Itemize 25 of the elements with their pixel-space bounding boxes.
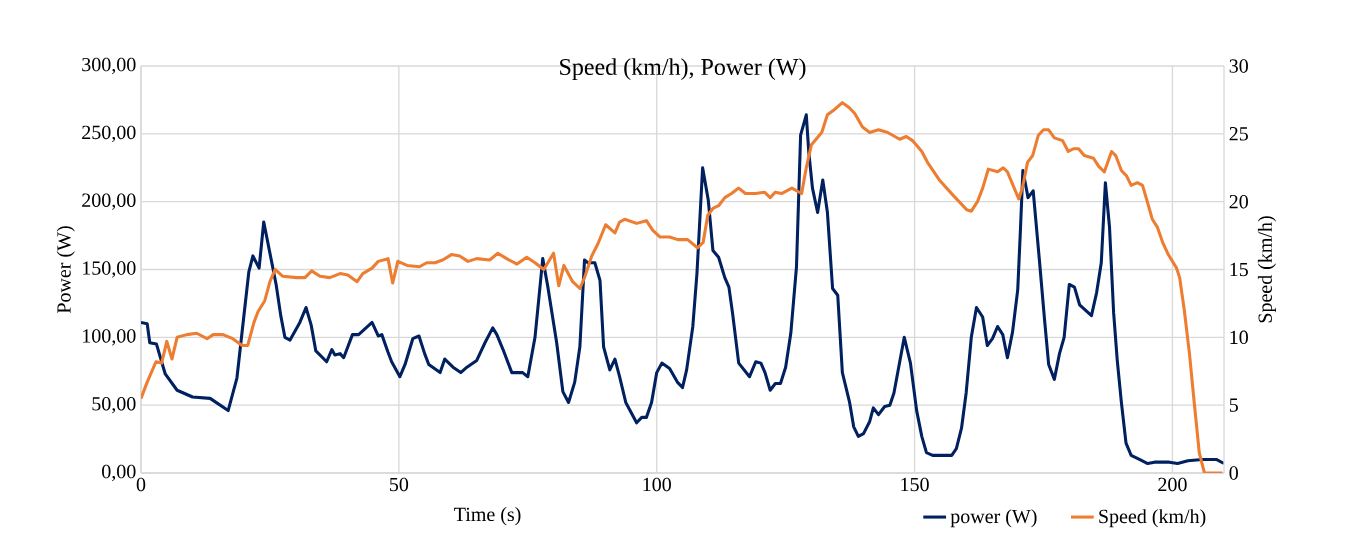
legend-label: Speed (km/h) bbox=[1099, 509, 1206, 528]
y2-tick-label: 10 bbox=[1230, 330, 1248, 345]
x-axis-title: Time (s) bbox=[454, 507, 521, 526]
y2-tick-label: 5 bbox=[1229, 398, 1238, 412]
x-tick-label: 50 bbox=[390, 477, 409, 492]
x-tick-label: 100 bbox=[643, 477, 671, 492]
y-tick-label: 100,00 bbox=[83, 329, 136, 346]
x-tick-label: 0 bbox=[136, 477, 146, 492]
y2-tick-label: 0 bbox=[1229, 466, 1238, 480]
y-tick-label: 250,00 bbox=[82, 125, 136, 143]
legend-label: power (W) bbox=[950, 509, 1037, 528]
y2-tick-label: 20 bbox=[1229, 194, 1248, 209]
x-tick-label: 150 bbox=[901, 477, 929, 492]
y-tick-label: 150,00 bbox=[83, 261, 136, 278]
y-tick-label: 200,00 bbox=[82, 193, 136, 210]
y-tick-label: 0,00 bbox=[102, 464, 136, 482]
x-tick-label: 200 bbox=[1158, 477, 1187, 492]
y2-axis-title: Speed (km/h) bbox=[1257, 216, 1277, 323]
y-axis-title: Power (W) bbox=[56, 226, 75, 314]
y2-tick-label: 25 bbox=[1229, 127, 1248, 141]
y2-tick-label: 15 bbox=[1230, 262, 1248, 277]
chart-title: Speed (km/h), Power (W) bbox=[560, 58, 806, 80]
y-tick-label: 50,00 bbox=[92, 396, 136, 414]
y-tick-label: 300,00 bbox=[82, 57, 136, 75]
y2-tick-label: 30 bbox=[1229, 59, 1248, 73]
